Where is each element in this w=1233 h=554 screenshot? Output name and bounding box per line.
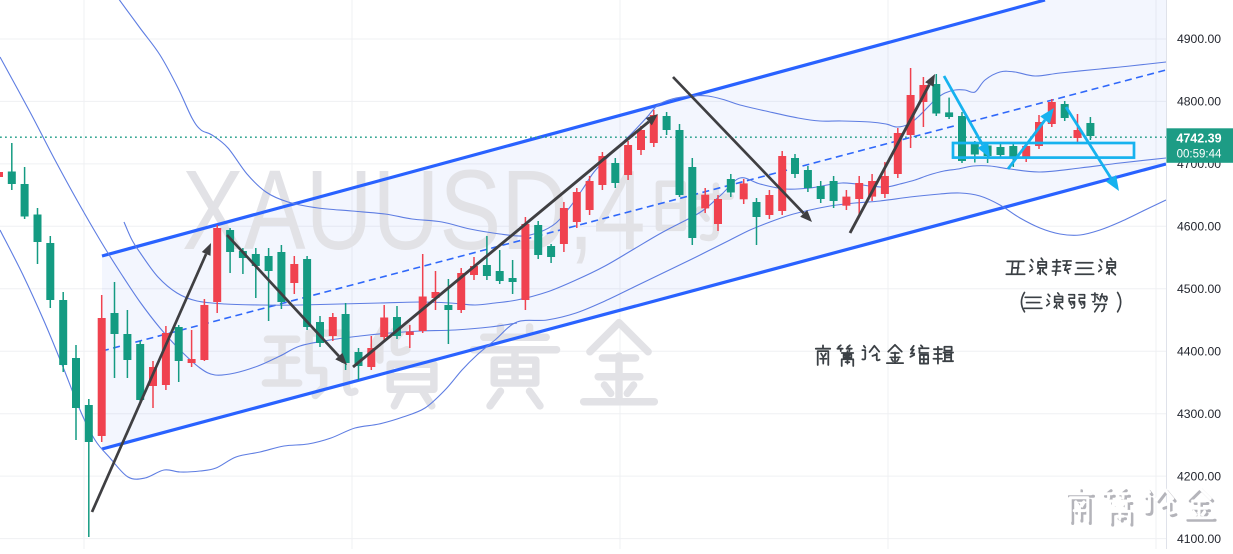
svg-text:4500.00: 4500.00 bbox=[1177, 282, 1221, 296]
svg-text:4742.39: 4742.39 bbox=[1176, 132, 1221, 146]
svg-text:4400.00: 4400.00 bbox=[1177, 344, 1221, 358]
svg-text:4900.00: 4900.00 bbox=[1177, 32, 1221, 46]
svg-text:00:59:44: 00:59:44 bbox=[1177, 149, 1222, 161]
svg-text:4100.00: 4100.00 bbox=[1177, 532, 1221, 546]
svg-text:4200.00: 4200.00 bbox=[1177, 469, 1221, 483]
svg-text:4800.00: 4800.00 bbox=[1177, 95, 1221, 109]
svg-text:4300.00: 4300.00 bbox=[1177, 407, 1221, 421]
svg-text:4600.00: 4600.00 bbox=[1177, 220, 1221, 234]
